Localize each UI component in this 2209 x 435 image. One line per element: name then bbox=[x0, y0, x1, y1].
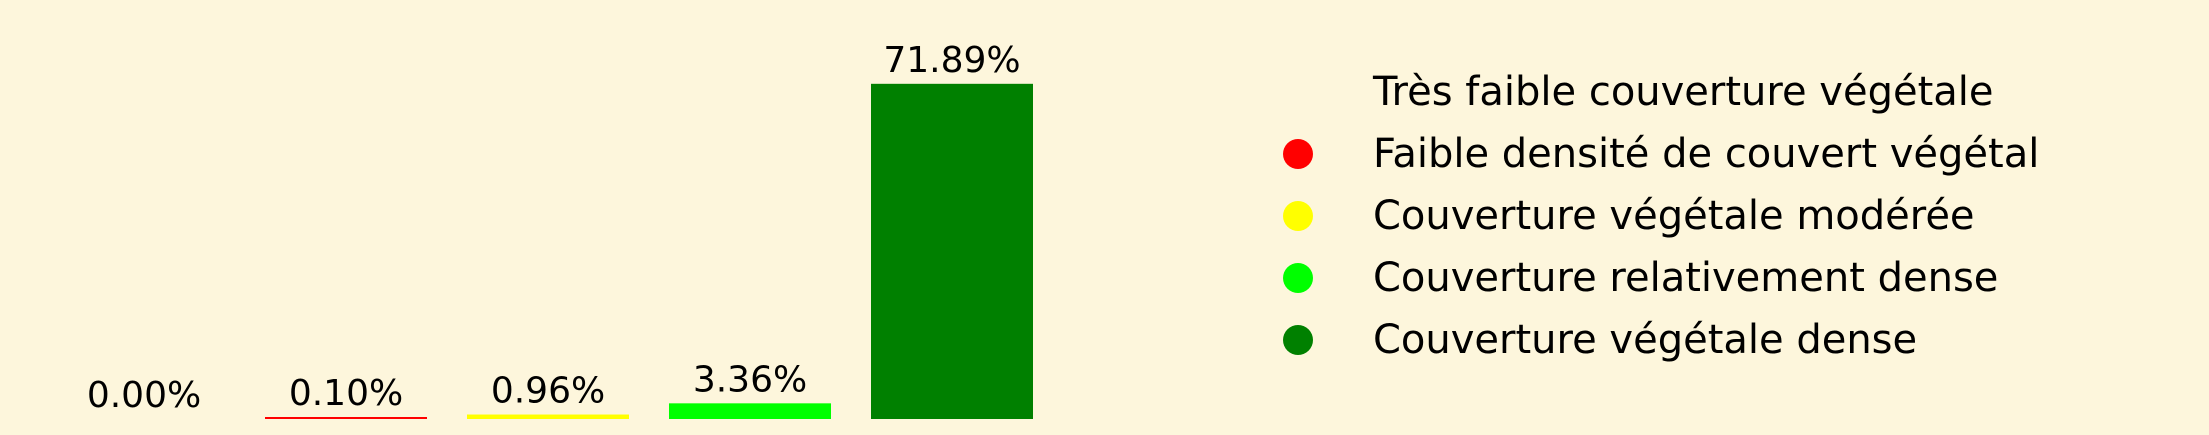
bar-2 bbox=[265, 417, 427, 419]
bar-value-label-2: 0.10% bbox=[289, 373, 403, 414]
legend-label-3: Couverture végétale modérée bbox=[1373, 193, 1975, 239]
legend-label-5: Couverture végétale dense bbox=[1373, 317, 1917, 363]
legend: Très faible couverture végétale Faible de… bbox=[1283, 69, 2039, 363]
bar-value-label-4: 3.36% bbox=[693, 359, 807, 400]
legend-label-2: Faible densité de couvert végétal bbox=[1373, 131, 2039, 177]
bar-5 bbox=[871, 83, 1033, 420]
legend-label-1: Très faible couverture végétale bbox=[1372, 69, 1994, 115]
legend-marker-5 bbox=[1283, 325, 1313, 355]
bars-group bbox=[265, 83, 1033, 420]
legend-marker-1 bbox=[1283, 77, 1313, 107]
legend-marker-4 bbox=[1283, 263, 1313, 293]
bar-3 bbox=[467, 414, 629, 419]
bar-value-label-3: 0.96% bbox=[491, 371, 605, 412]
legend-marker-2 bbox=[1283, 139, 1313, 169]
legend-label-4: Couverture relativement dense bbox=[1373, 255, 1998, 301]
bar-value-label-1: 0.00% bbox=[87, 375, 201, 416]
bar-labels-group: 0.00% 0.10% 0.96% 3.36% 71.89% bbox=[87, 40, 1021, 416]
legend-marker-3 bbox=[1283, 201, 1313, 231]
bar-4 bbox=[669, 403, 831, 419]
bar-value-label-5: 71.89% bbox=[883, 40, 1020, 81]
